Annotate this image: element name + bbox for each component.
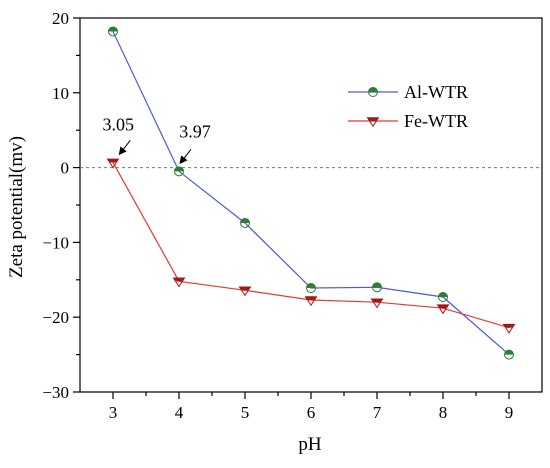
data-point-al-wtr-top-fill	[372, 282, 382, 288]
annotation-label: 3.97	[179, 121, 211, 141]
data-point-fe-wtr	[172, 277, 186, 288]
legend-label-fe-wtr: Fe-WTR	[404, 111, 468, 131]
data-point-fe-wtr-top-fill	[239, 286, 251, 291]
data-point-fe-wtr-top-fill	[371, 298, 383, 303]
data-point-al-wtr-top-fill	[306, 283, 316, 289]
data-point-fe-wtr	[370, 298, 384, 309]
data-point-al-wtr-top-fill	[108, 26, 118, 32]
x-tick-label: 9	[505, 403, 514, 422]
legend-marker-al-wtr-top-fill	[368, 87, 378, 92]
y-axis-title: Zeta potential(mv)	[6, 136, 27, 278]
x-tick-label: 5	[241, 403, 250, 422]
x-axis-title: pH	[298, 434, 322, 455]
data-point-al-wtr-top-fill	[504, 350, 514, 355]
annotation-arrow	[118, 140, 131, 156]
legend-label-al-wtr: Al-WTR	[404, 82, 468, 102]
x-tick-label: 4	[175, 403, 184, 422]
y-tick-label: 10	[52, 84, 69, 103]
data-point-al-wtr-top-fill	[438, 292, 448, 298]
y-tick-label: 0	[61, 159, 70, 178]
y-tick-label: 20	[52, 9, 69, 28]
data-point-al-wtr	[174, 166, 184, 177]
data-point-fe-wtr	[502, 323, 516, 334]
legend-marker-fe-wtr	[366, 117, 380, 128]
annotation-label: 3.05	[103, 114, 135, 134]
plot-frame	[79, 17, 543, 393]
x-tick-label: 8	[439, 403, 448, 422]
data-point-fe-wtr-top-fill	[437, 304, 449, 309]
data-point-al-wtr	[306, 283, 316, 294]
data-point-al-wtr	[372, 282, 382, 293]
annotation-arrow	[179, 149, 192, 165]
x-tick-label: 6	[307, 403, 316, 422]
data-point-fe-wtr-top-fill	[305, 296, 317, 301]
y-tick-label: −10	[42, 233, 69, 252]
data-point-al-wtr-top-fill	[240, 218, 250, 223]
data-point-al-wtr	[504, 349, 514, 360]
data-point-fe-wtr	[238, 286, 252, 297]
data-point-fe-wtr-top-fill	[107, 159, 119, 163]
data-point-fe-wtr-top-fill	[503, 324, 515, 328]
legend-marker-al-wtr	[368, 87, 378, 97]
data-point-al-wtr	[240, 217, 250, 228]
data-point-al-wtr	[438, 292, 448, 303]
y-tick-label: −20	[42, 308, 69, 327]
data-point-fe-wtr	[436, 304, 450, 315]
data-point-al-wtr-top-fill	[174, 166, 184, 172]
data-point-fe-wtr	[304, 296, 318, 307]
x-tick-label: 7	[373, 403, 382, 422]
x-tick-label: 3	[109, 403, 118, 422]
data-point-al-wtr	[108, 26, 118, 37]
data-point-fe-wtr	[106, 158, 120, 169]
data-point-fe-wtr-top-fill	[173, 277, 185, 282]
y-tick-label: −30	[42, 383, 69, 402]
legend-marker-fe-wtr-top-fill	[367, 117, 379, 122]
